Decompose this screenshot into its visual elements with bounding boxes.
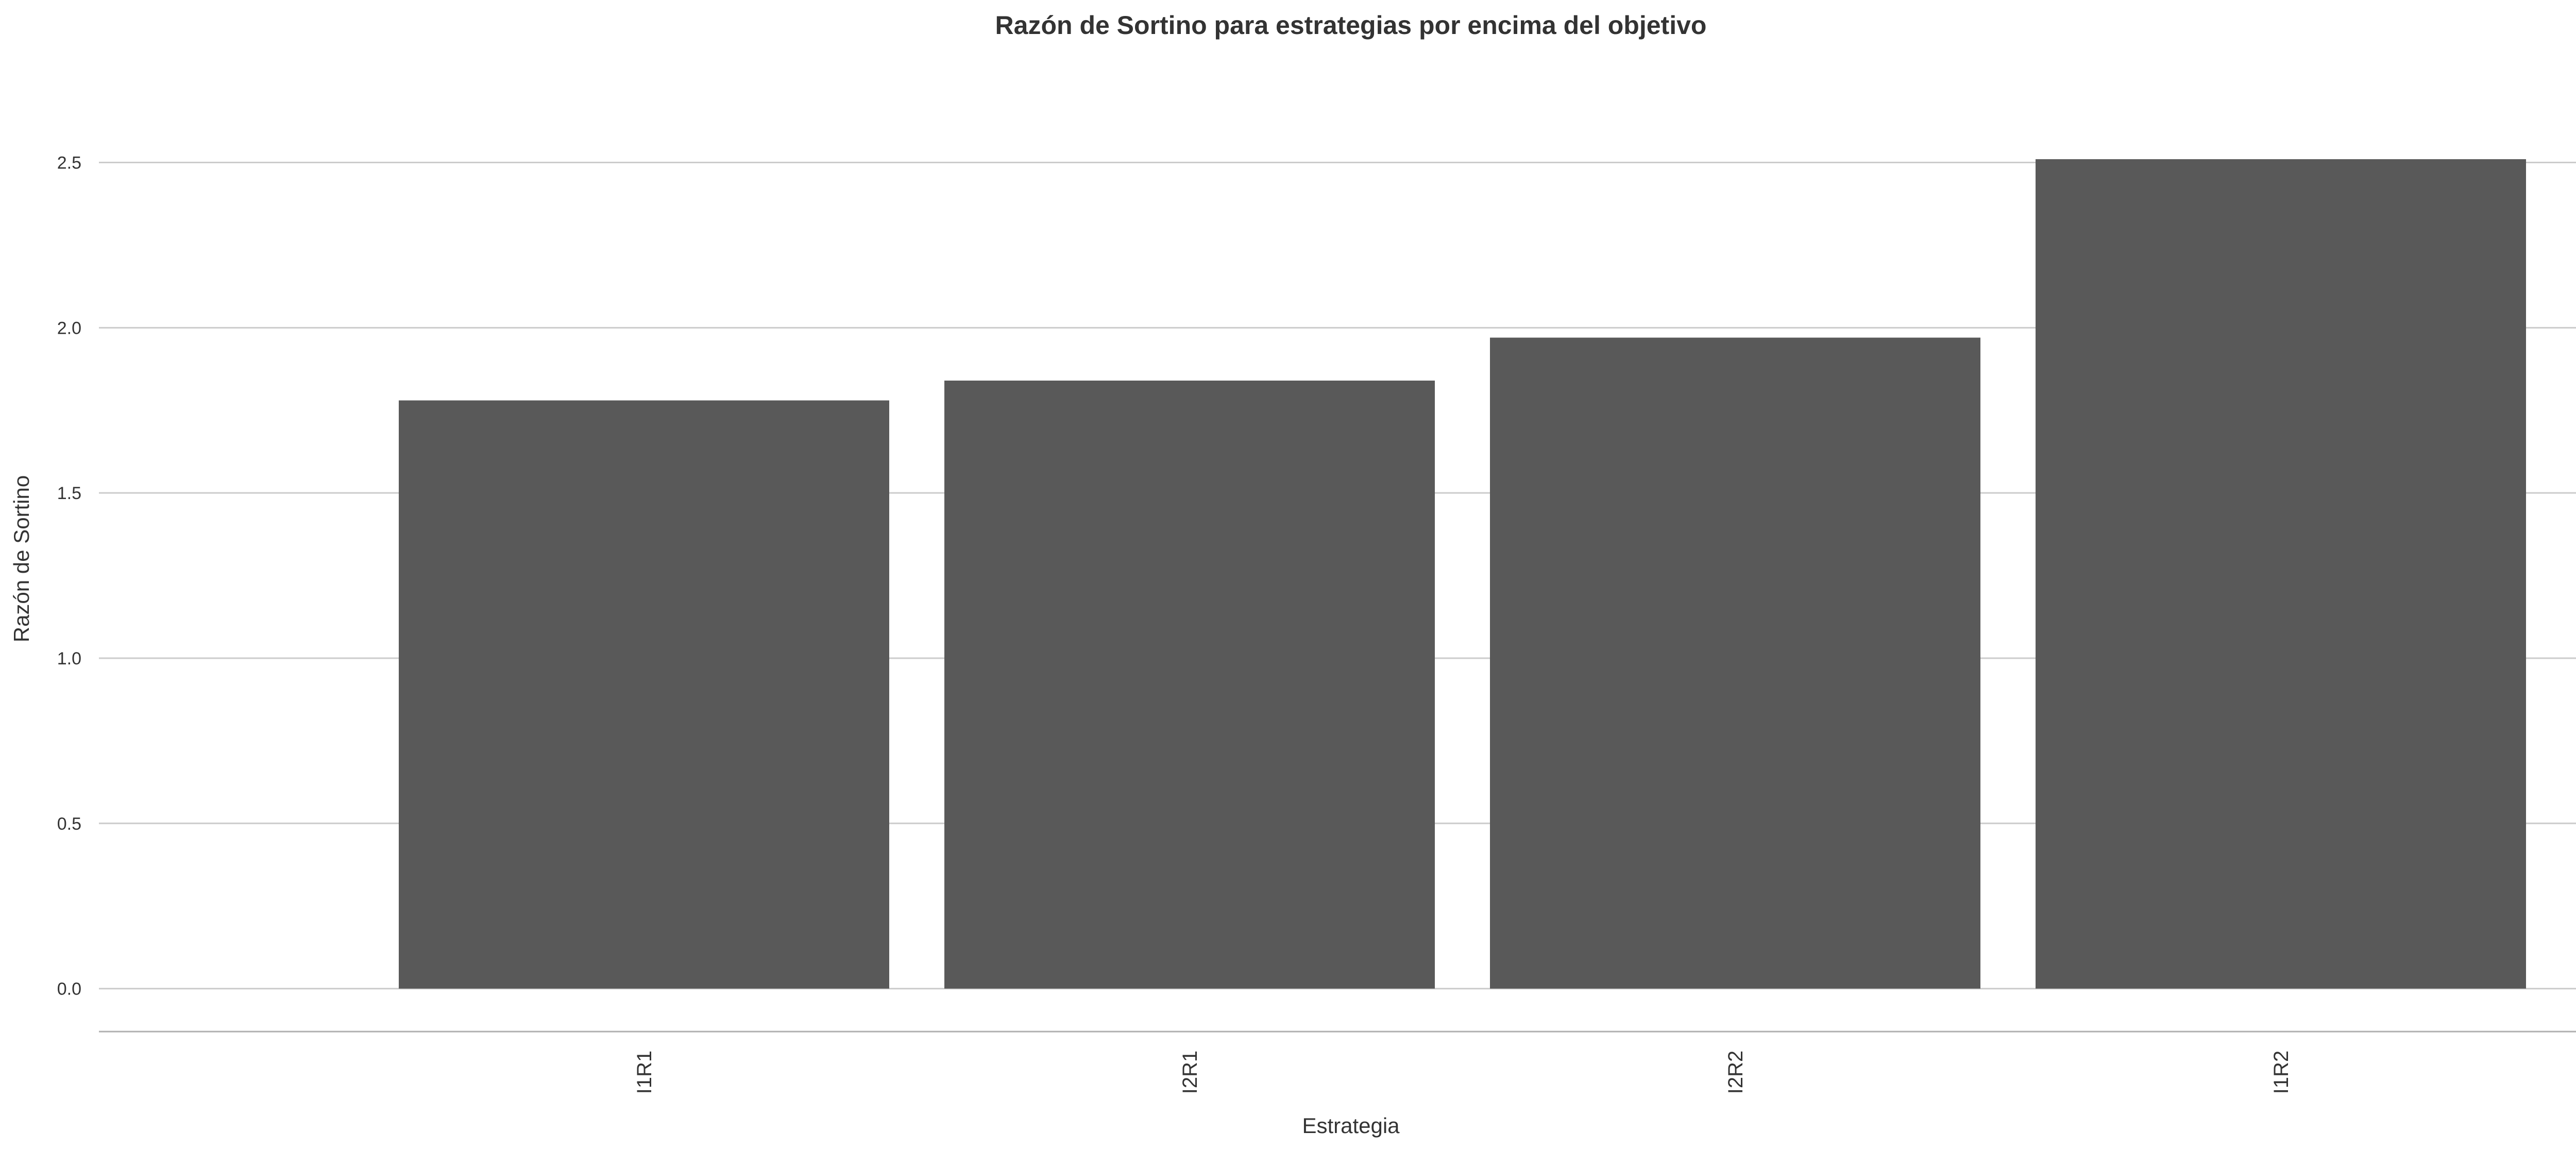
y-tick-label: 2.0 (57, 318, 81, 338)
y-tick-label: 0.0 (57, 980, 81, 999)
bar-i2r2 (1490, 337, 1980, 989)
x-tick-label-i2r2: I2R2 (1724, 1051, 1747, 1094)
x-tick-label-i1r1: I1R1 (633, 1051, 656, 1094)
x-tick-label-i2r1: I2R1 (1179, 1051, 1201, 1094)
bar-i1r1 (399, 400, 889, 989)
bar-i1r2 (2036, 159, 2526, 989)
y-tick-label: 1.0 (57, 649, 81, 668)
y-tick-label: 2.5 (57, 153, 81, 173)
bar-i2r1 (944, 380, 1435, 989)
x-axis-label: Estrategia (1302, 1113, 1400, 1138)
y-axis-label: Razón de Sortino (9, 475, 33, 643)
y-tick-label: 0.5 (57, 814, 81, 834)
bars (399, 159, 2526, 989)
y-tick-labels: 0.0 0.5 1.0 1.5 2.0 2.5 (57, 153, 81, 999)
x-tick-labels: I1R1 I2R1 I2R2 I1R2 (633, 1051, 2293, 1094)
chart-title: Razón de Sortino para estrategias por en… (995, 11, 1707, 40)
y-tick-label: 1.5 (57, 484, 81, 503)
x-tick-label-i1r2: I1R2 (2270, 1051, 2293, 1094)
